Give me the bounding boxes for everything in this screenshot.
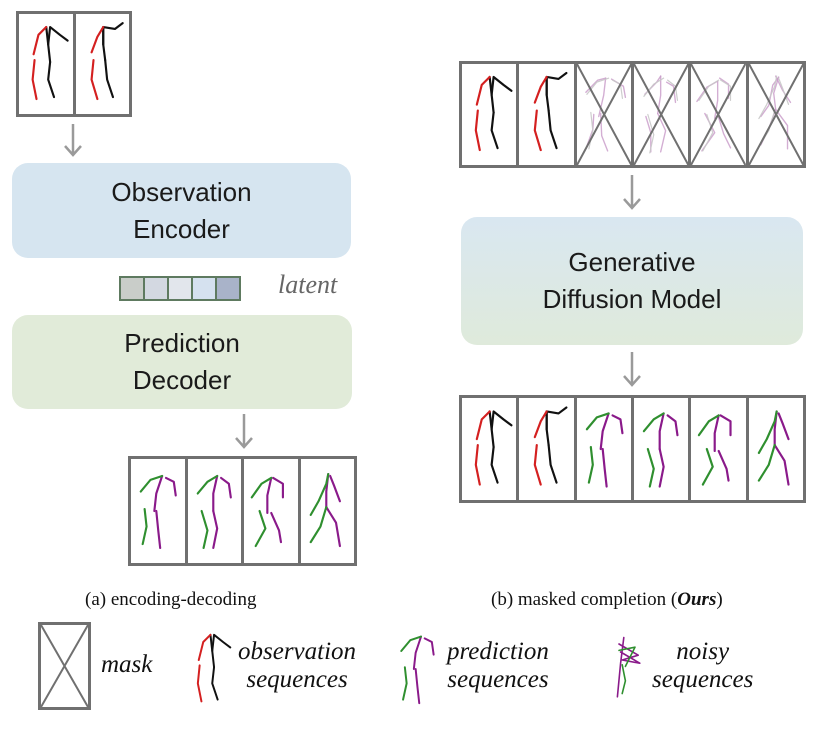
latent-cell	[191, 276, 217, 301]
prediction-frame	[630, 398, 688, 500]
masked-frame	[630, 64, 689, 165]
prediction-skeleton	[585, 412, 624, 488]
legend-noisy-line1: noisy	[676, 638, 730, 665]
legend-noisy-skeleton	[616, 636, 641, 698]
masked-frame	[688, 64, 746, 165]
observation-frame	[462, 64, 516, 165]
observation-skeleton	[474, 410, 513, 486]
prediction-frame	[297, 459, 355, 563]
observation-frame	[462, 398, 516, 500]
prediction-skeleton	[139, 474, 177, 550]
encoder-label-line2: Encoder	[133, 213, 230, 244]
caption-b-ours: Ours	[677, 589, 717, 610]
caption-a: (a) encoding-decoding	[85, 589, 257, 610]
latent-cell	[143, 276, 169, 301]
prediction-frame	[688, 398, 745, 500]
prediction-frame	[184, 459, 242, 563]
observation-skeleton	[534, 71, 568, 152]
legend-prediction-label: prediction sequences	[447, 638, 549, 694]
caption-b-suffix: )	[716, 589, 723, 610]
observation-frame	[19, 14, 73, 114]
latent-label: latent	[278, 270, 338, 299]
down-arrow	[623, 175, 641, 210]
legend-observation-skeleton	[196, 633, 232, 703]
observation-skeleton	[474, 75, 513, 152]
caption-b: (b) masked completion (Ours)	[491, 589, 723, 611]
prediction-skeleton	[250, 476, 284, 548]
model-label-line1: Generative	[568, 247, 696, 277]
latent-cell	[215, 276, 241, 301]
prediction-skeleton	[309, 472, 341, 548]
legend-noisy-line2: sequences	[652, 666, 754, 693]
encoder-label-line1: Observation	[111, 176, 252, 207]
legend-prediction-line1: prediction	[447, 638, 549, 665]
masked-frame	[573, 64, 631, 165]
latent-vector	[119, 276, 241, 301]
caption-b-prefix: (b) masked completion (	[491, 589, 678, 610]
decoder-label-line1: Prediction	[124, 328, 240, 358]
legend-prediction-line2: sequences	[447, 666, 549, 693]
down-arrow	[64, 124, 82, 157]
legend-mask-label: mask	[101, 651, 153, 678]
prediction-frame	[745, 398, 803, 500]
prediction-skeleton	[642, 412, 679, 488]
mask-cross	[576, 64, 631, 165]
mask-cross	[748, 64, 803, 165]
mask-cross	[633, 64, 689, 165]
prediction-frame	[131, 459, 185, 563]
observation-skeleton	[31, 25, 69, 101]
observation-encoder-box: Observation Encoder	[12, 163, 351, 258]
generative-diffusion-model-box: Generative Diffusion Model	[461, 217, 803, 345]
observation-skeleton	[89, 22, 124, 101]
observation-frame	[516, 64, 573, 165]
prediction-frame	[241, 459, 298, 563]
observation-frame	[516, 398, 573, 500]
prediction-skeleton	[757, 410, 790, 486]
down-arrow	[623, 352, 641, 387]
observation-frame	[72, 14, 130, 114]
masked-input-frames-b	[459, 61, 806, 168]
legend-noisy-label: noisy sequences	[652, 638, 753, 694]
legend-observation-line1: observation	[238, 638, 357, 665]
legend-observation-label: observation sequences	[238, 638, 356, 694]
legend-observation-line2: sequences	[246, 666, 348, 693]
legend-mask-swatch	[38, 622, 91, 710]
latent-cell	[119, 276, 145, 301]
completed-frames-b	[459, 395, 806, 503]
prediction-skeleton	[196, 474, 232, 550]
observation-skeleton	[534, 406, 568, 486]
down-arrow	[235, 414, 253, 449]
masked-frame	[745, 64, 803, 165]
prediction-decoder-box: Prediction Decoder	[12, 315, 352, 409]
mask-cross-icon	[41, 625, 88, 707]
prediction-frame	[573, 398, 631, 500]
model-label-line2: Diffusion Model	[542, 284, 722, 314]
latent-cell	[167, 276, 193, 301]
decoder-label-line2: Decoder	[132, 365, 232, 395]
legend-prediction-skeleton	[400, 635, 435, 705]
observation-frames-a	[16, 11, 132, 117]
mask-cross	[691, 64, 746, 165]
prediction-frames-a	[128, 456, 357, 566]
prediction-skeleton	[698, 414, 732, 486]
